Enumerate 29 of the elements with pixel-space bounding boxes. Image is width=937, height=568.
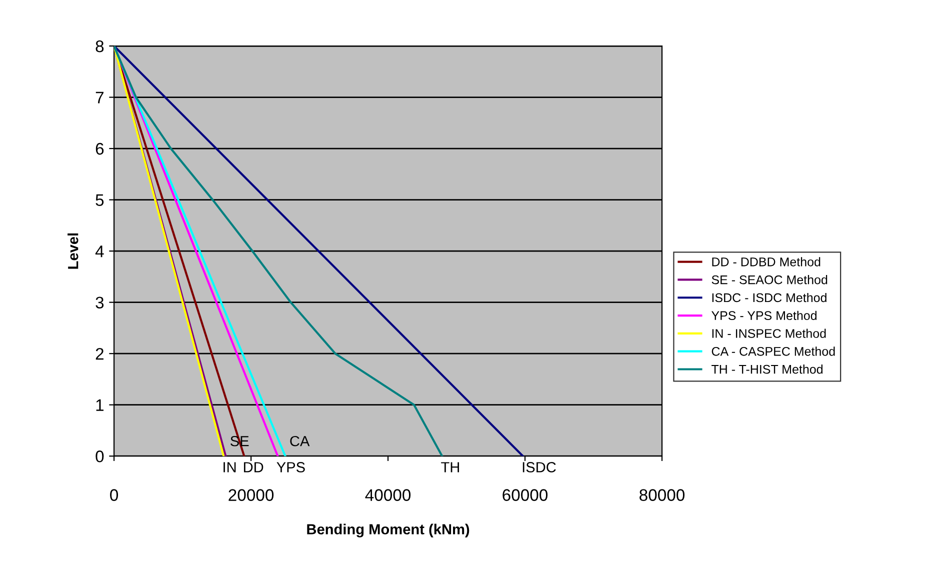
y-tick-label: 7 bbox=[96, 92, 104, 104]
legend-label: SE - SEAOC Method bbox=[712, 275, 828, 284]
y-tick-label: 6 bbox=[96, 142, 104, 155]
annotation: ISDC bbox=[522, 462, 556, 472]
y-tick-label: 2 bbox=[96, 348, 104, 360]
x-tick-label: 40000 bbox=[365, 489, 411, 501]
y-tick-label: 3 bbox=[96, 296, 104, 309]
annotation: CA bbox=[290, 436, 310, 446]
y-tick-label: 4 bbox=[95, 246, 104, 258]
x-tick-label: 0 bbox=[110, 489, 118, 501]
legend-label: IN - INSPEC Method bbox=[712, 328, 826, 338]
y-tick-label: 8 bbox=[96, 40, 104, 52]
y-axis-title: Level bbox=[68, 233, 78, 269]
x-tick-label: 80000 bbox=[640, 489, 685, 501]
x-tick-label: 20000 bbox=[228, 489, 274, 501]
annotation: DD bbox=[244, 462, 264, 472]
x-tick-label: 60000 bbox=[502, 489, 548, 501]
legend-label: ISDC - ISDC Method bbox=[712, 292, 826, 302]
annotation: IN bbox=[224, 462, 236, 472]
x-axis-title: Bending Moment (kNm) bbox=[307, 524, 470, 538]
annotation: TH bbox=[441, 462, 459, 472]
y-tick-label: 1 bbox=[96, 399, 104, 411]
legend-label: CA - CASPEC Method bbox=[712, 346, 835, 356]
legend-label: TH - T-HIST Method bbox=[712, 364, 822, 374]
legend-label: YPS - YPS Method bbox=[711, 310, 816, 320]
annotation: YPS bbox=[276, 462, 305, 472]
y-tick-label: 0 bbox=[96, 450, 104, 462]
legend-label: DD - DDBD Method bbox=[712, 257, 820, 266]
y-tick-label: 5 bbox=[96, 194, 104, 206]
